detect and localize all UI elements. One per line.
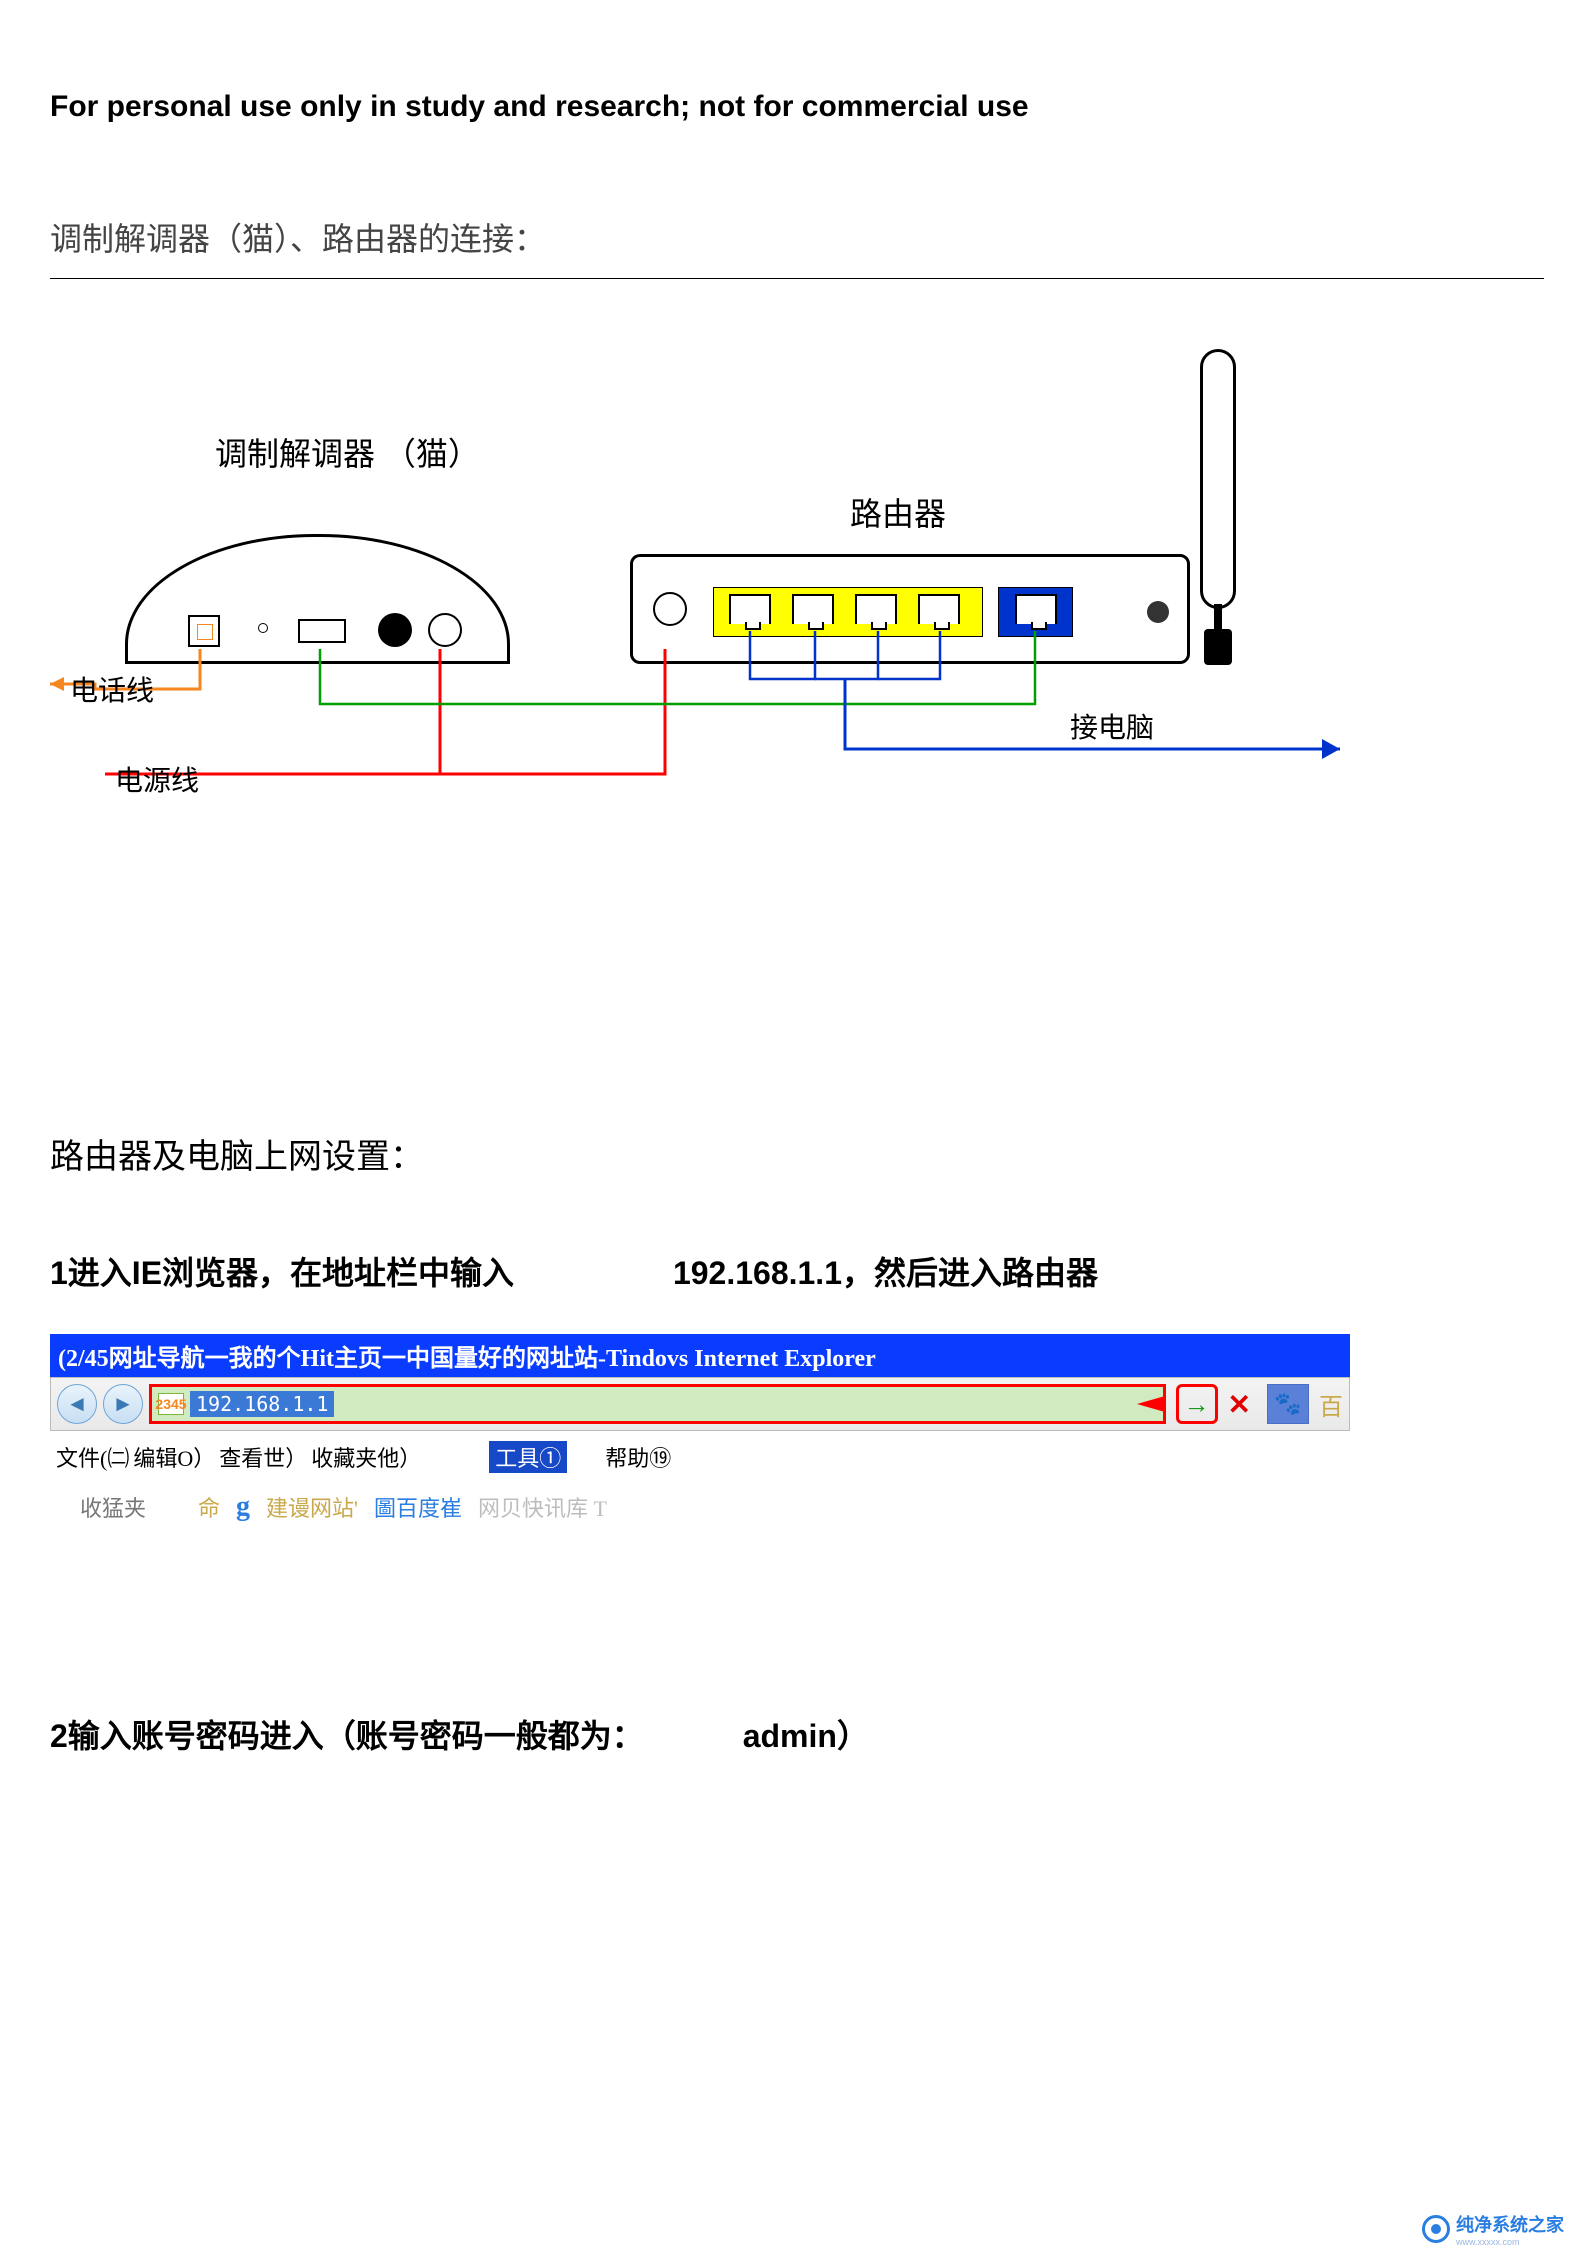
wan-port-icon: [1015, 594, 1057, 624]
ie-titlebar: (2/45网址导航一我的个Hit主页一中国量好的网址站-Tindovs Inte…: [50, 1334, 1350, 1377]
modem-label: 调制解调器 （猫）: [215, 429, 480, 475]
baidu-icon[interactable]: 🐾: [1267, 1384, 1309, 1424]
router-antenna-icon: [1190, 349, 1246, 669]
address-bar[interactable]: 2345 192.168.1.1: [149, 1384, 1166, 1424]
ie-favorites-bar: 收猛夹 命 g 建谩网站' 圖百度崔 网贝快讯库 T: [50, 1483, 1350, 1531]
baidu-text: 百: [1319, 1387, 1343, 1422]
back-button[interactable]: ◄: [57, 1384, 97, 1424]
modem-power-port-icon: [428, 613, 462, 647]
star-icon: 命: [198, 1491, 220, 1523]
connection-diagram: 调制解调器 （猫） 路由器: [50, 349, 1380, 1029]
modem-button-icon: [378, 613, 412, 647]
ie-menu-bar: 文件(㈡ 编辑O） 查看世） 收藏夹他） 工具① 帮助⑲: [50, 1431, 1350, 1483]
forward-button[interactable]: ►: [103, 1384, 143, 1424]
menu-edit[interactable]: 编辑O）: [133, 1441, 215, 1473]
section-title: 调制解调器（猫）、路由器的连接：: [50, 214, 1544, 260]
stop-button[interactable]: ✕: [1228, 1388, 1251, 1421]
router-lan-block: [713, 587, 983, 637]
ie-toolbar: ◄ ► 2345 192.168.1.1 → ✕ 🐾 百: [50, 1377, 1350, 1431]
highlight-arrow-icon: [1137, 1396, 1165, 1412]
go-button-highlight: →: [1176, 1384, 1218, 1424]
lan-port-icon: [855, 594, 897, 624]
site-icon: 2345: [158, 1393, 184, 1415]
menu-help[interactable]: 帮助⑲: [605, 1441, 671, 1473]
power-line-label: 电源线: [115, 759, 199, 799]
watermark-sub: www.xxxxx.com: [1456, 2237, 1564, 2247]
modem-led-icon: [258, 623, 268, 633]
menu-favorites[interactable]: 收藏夹他）: [311, 1441, 421, 1473]
step-2-prefix: 2输入账号密码进入（账号密码一般都为：: [50, 1718, 644, 1754]
watermark-text: 纯净系统之家: [1456, 2211, 1564, 2237]
step-2-value: admin）: [743, 1718, 869, 1754]
router-device-icon: [630, 554, 1190, 664]
router-antenna-jack-icon: [1147, 601, 1169, 623]
modem-phone-port-icon: [188, 615, 220, 647]
go-button[interactable]: →: [1184, 1389, 1210, 1420]
router-wan-block: [998, 587, 1073, 637]
g-icon: g: [236, 1491, 250, 1523]
disclaimer-text: For personal use only in study and resea…: [50, 90, 1544, 124]
router-power-port-icon: [653, 592, 687, 626]
menu-file[interactable]: 文件(㈡: [56, 1441, 129, 1473]
lan-port-icon: [792, 594, 834, 624]
phone-line-label: 电话线: [70, 669, 154, 709]
lan-port-icon: [918, 594, 960, 624]
favbar-item-3[interactable]: 网贝快讯库 T: [478, 1491, 607, 1523]
watermark-icon: [1422, 2215, 1450, 2243]
lan-port-icon: [729, 594, 771, 624]
step-1-ip: 192.168.1.1，然后进入路由器: [673, 1248, 1098, 1294]
favbar-item-2[interactable]: 圖百度崔: [374, 1491, 462, 1523]
modem-lan-port-icon: [298, 619, 346, 643]
ie-browser-screenshot: (2/45网址导航一我的个Hit主页一中国量好的网址站-Tindovs Inte…: [50, 1334, 1350, 1531]
settings-heading: 路由器及电脑上网设置：: [50, 1129, 1544, 1178]
favbar-label: 收猛夹: [80, 1491, 146, 1523]
favbar-item-1[interactable]: 建谩网站': [266, 1491, 358, 1523]
router-label: 路由器: [850, 489, 946, 535]
menu-tools[interactable]: 工具①: [489, 1441, 567, 1473]
address-text: 192.168.1.1: [190, 1391, 334, 1417]
menu-view[interactable]: 查看世）: [219, 1441, 307, 1473]
step-1-prefix: 1进入IE浏览器，在地址栏中输入: [50, 1255, 514, 1291]
step-2-text: 2输入账号密码进入（账号密码一般都为： admin）: [50, 1711, 1544, 1757]
watermark: 纯净系统之家 www.xxxxx.com: [1422, 2210, 1582, 2248]
divider: [50, 278, 1544, 279]
step-1-text: 1进入IE浏览器，在地址栏中输入 192.168.1.1，然后进入路由器: [50, 1248, 1544, 1294]
modem-device-icon: [125, 534, 510, 664]
to-pc-label: 接电脑: [1070, 706, 1154, 746]
